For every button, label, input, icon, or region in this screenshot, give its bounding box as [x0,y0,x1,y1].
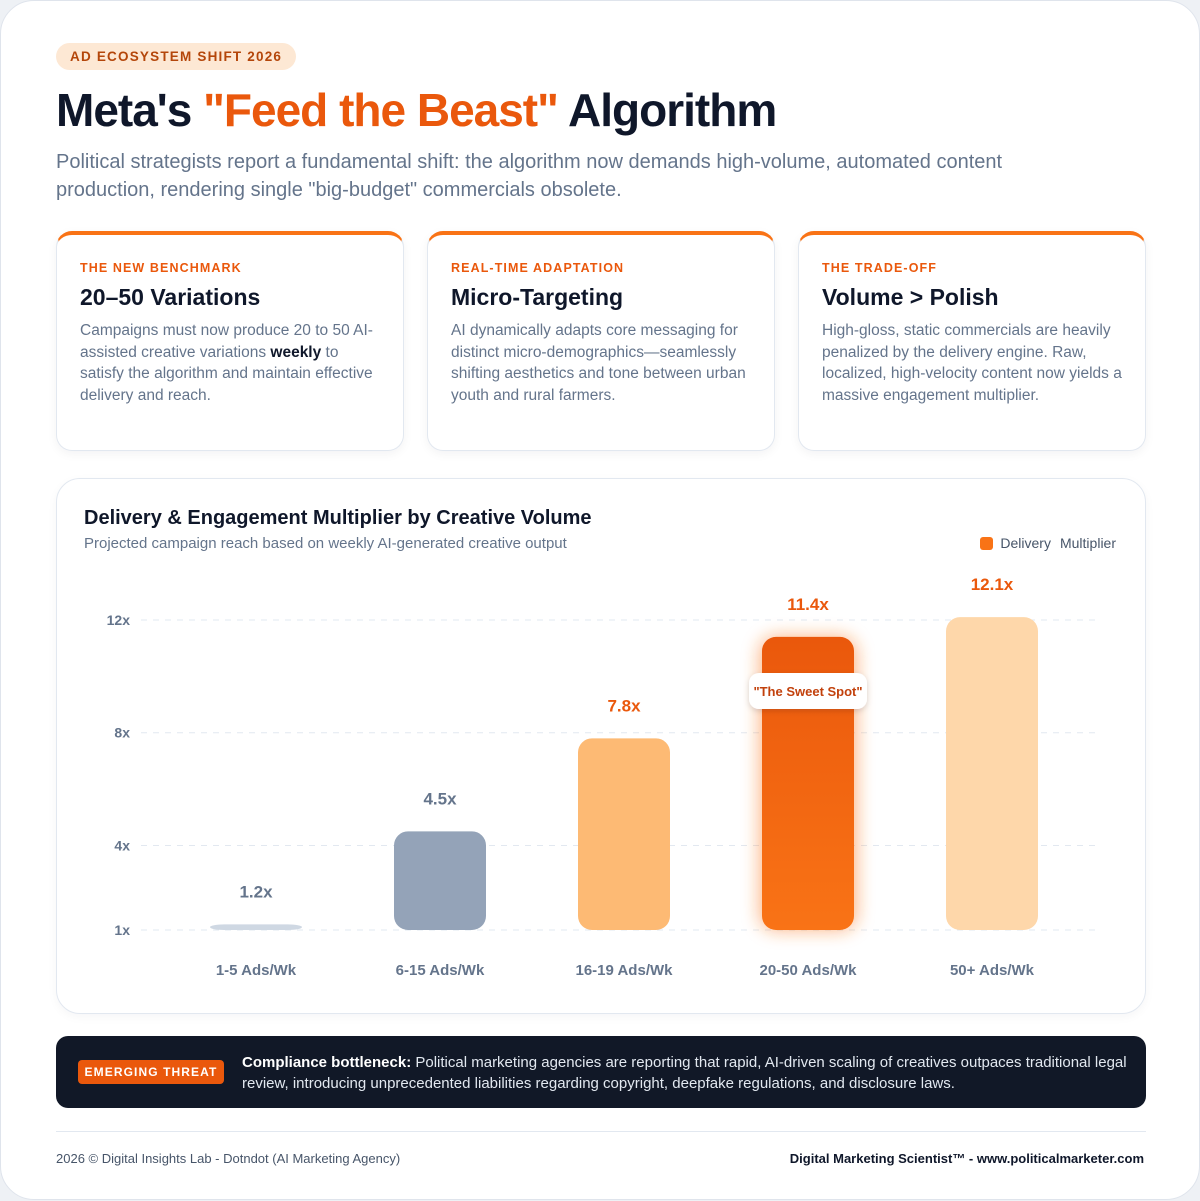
legend-word: Multiplier [1059,535,1116,551]
bar [578,738,670,930]
topic-badge: AD ECOSYSTEM SHIFT 2026 [56,43,297,70]
legend-label: Delivery Multiplier [1000,535,1116,551]
title-suffix: Algorithm [557,84,777,136]
bar [946,617,1038,930]
legend-word: Delivery [1000,535,1051,551]
chart-subtitle: Projected campaign reach based on weekly… [84,535,567,552]
bar [762,636,854,930]
data-label: 12.1x [971,575,1014,594]
card-body: High-gloss, static commercials are heavi… [822,322,1122,404]
x-tick-label: 1-5 Ads/Wk [216,962,297,979]
title-accent: "Feed the Beast" [203,84,559,136]
annotation-pill [749,673,867,709]
legend-swatch [980,536,994,550]
card-kicker: THE TRADE-OFF [822,261,937,275]
annotation-label: "The Sweet Spot" [753,684,862,699]
bar [210,924,302,930]
card-body-emphasis: weekly [270,343,322,361]
threat-banner [56,1036,1146,1108]
threat-text: Compliance bottleneck: Political marketi… [242,1052,1132,1094]
x-tick-label: 16-19 Ads/Wk [576,962,674,979]
page-subtitle: Political strategists report a fundament… [56,151,1003,201]
card-heading: Micro-Targeting [451,284,624,310]
threat-body: Political marketing agencies are reporti… [242,1054,1127,1092]
card-body: AI dynamically adapts core messaging for… [451,322,746,404]
bar [394,831,486,930]
threat-badge: EMERGING THREAT [78,1060,224,1084]
data-label: 7.8x [607,696,641,715]
data-label: 4.5x [423,789,457,808]
card-heading: Volume > Polish [822,284,999,310]
threat-lead: Compliance bottleneck: [242,1054,412,1071]
y-tick-label: 8x [114,725,130,741]
footer-divider [56,1131,1146,1132]
card-body-text: to satisfy the algorithm and maintain ef… [80,343,373,404]
y-tick-label: 4x [114,837,130,853]
card-body-text: Campaigns must now produce 20 to 50 AI-a… [80,322,373,361]
y-tick-label: 12x [107,612,131,628]
footer-copyright: 2026 © Digital Insights Lab - Dotndot (A… [56,1151,401,1166]
card-real-time-adaptation: REAL-TIME ADAPTATION Micro-Targeting AI … [427,231,775,451]
x-tick-label: 20-50 Ads/Wk [760,962,858,979]
card-body: Campaigns must now produce 20 to 50 AI-a… [80,320,381,406]
card-trade-off: THE TRADE-OFF Volume > Polish High-gloss… [798,231,1146,451]
x-tick-label: 50+ Ads/Wk [950,962,1035,979]
card-heading: 20–50 Variations [80,284,261,310]
data-label: 11.4x [787,595,829,614]
data-label: 1.2x [239,882,273,901]
card-kicker: REAL-TIME ADAPTATION [451,261,625,275]
chart-title: Delivery & Engagement Multiplier by Crea… [84,507,592,529]
chart-legend: Delivery Multiplier [980,535,1116,551]
y-tick-label: 1x [114,922,130,938]
card-kicker: THE NEW BENCHMARK [80,261,242,275]
title-prefix: Meta's [56,84,204,136]
card-new-benchmark: THE NEW BENCHMARK 20–50 Variations Campa… [56,231,404,451]
footer-credit: Digital Marketing Scientist™ - www.polit… [789,1151,1144,1166]
x-tick-label: 6-15 Ads/Wk [396,962,485,979]
page-title: Meta's "Feed the Beast" Algorithm [56,83,777,137]
